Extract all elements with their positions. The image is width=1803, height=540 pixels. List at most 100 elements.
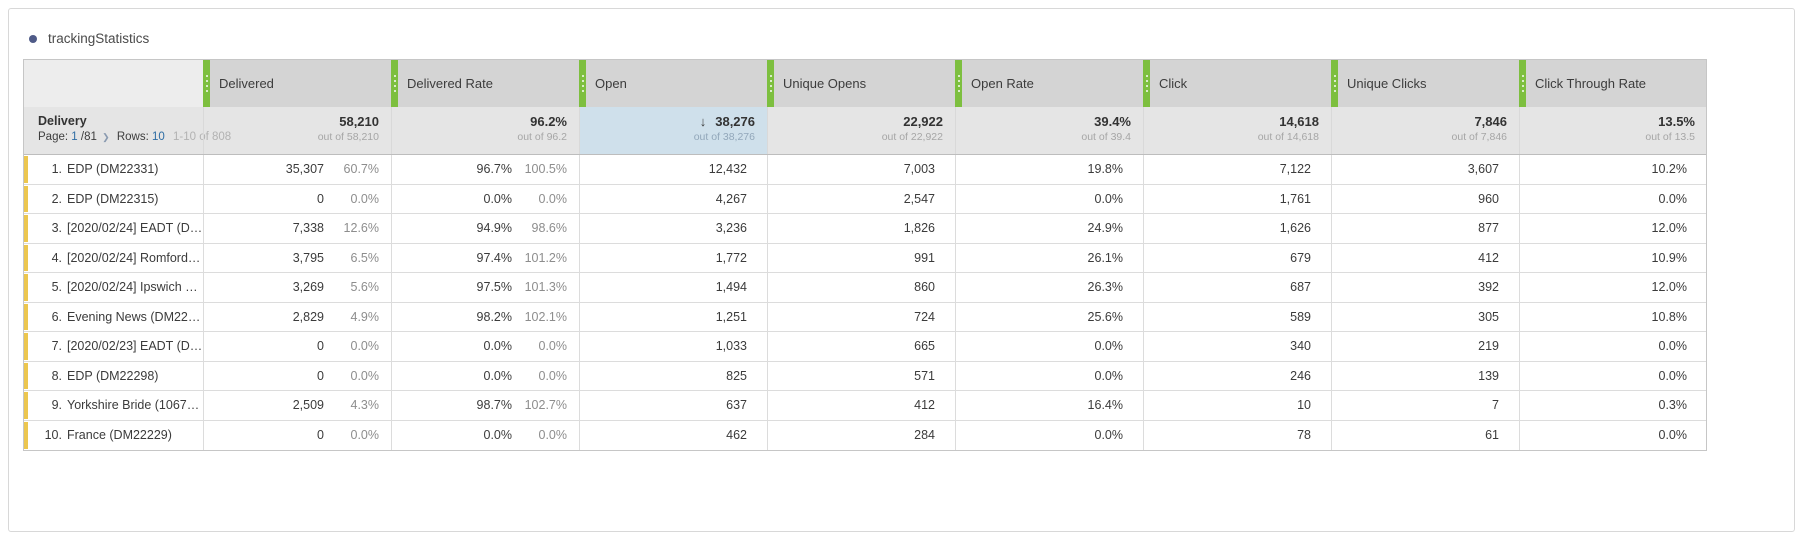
- table-header-row: Delivered Delivered Rate Open Unique Opens O…: [24, 60, 1706, 107]
- next-page-icon[interactable]: ❯: [102, 132, 110, 142]
- cell-delivered_rate: 98.7% 102.7%: [391, 391, 579, 420]
- column-header-unique_opens[interactable]: Unique Opens: [767, 60, 955, 107]
- table-row[interactable]: 5. [2020/02/24] Ipswich Star… 3,269 5.6% 97.…: [24, 273, 1706, 303]
- row-label-cell[interactable]: 6. Evening News (DM22330): [24, 303, 203, 332]
- table-row[interactable]: 8. EDP (DM22298) 0 0.0% 0.0% 0.0% 825 571 0.0% 24…: [24, 361, 1707, 391]
- row-label-cell[interactable]: 10. France (DM22229): [24, 421, 203, 451]
- cell-value: 7: [1492, 398, 1499, 413]
- cell-unique_clicks: 61: [1331, 420, 1519, 450]
- column-header-ctr[interactable]: Click Through Rate: [1519, 60, 1707, 107]
- row-label-cell[interactable]: 1. EDP (DM22331): [24, 155, 203, 184]
- cell-value: 97.5%: [476, 280, 512, 295]
- column-drag-handle-icon[interactable]: [767, 60, 774, 107]
- cell-secondary-percent: 100.5%: [524, 162, 567, 177]
- cell-value: 0.0%: [1658, 428, 1688, 443]
- cell-open: 1,772: [579, 243, 767, 272]
- table-row[interactable]: 7. [2020/02/23] EADT (DM2… 0 0.0% 0.0% 0.0% 1,…: [24, 332, 1706, 362]
- summary-cell-click[interactable]: 14,618 out of 14,618: [1143, 107, 1331, 154]
- table-row[interactable]: 4. [2020/02/24] Romford Re… 3,795 6.5% 97.4%…: [24, 243, 1706, 273]
- column-header-label: Unique Opens: [783, 76, 867, 91]
- summary-cell-ctr[interactable]: 13.5% out of 13.5: [1519, 107, 1707, 154]
- cell-open_rate: 25.6%: [955, 302, 1143, 331]
- column-header-label: Delivered: [219, 76, 274, 91]
- cell-unique_opens: 1,826: [767, 214, 955, 243]
- summary-out-of: out of 22,922: [881, 131, 943, 143]
- cell-unique_opens: 7,003: [767, 155, 955, 184]
- cell-value: 1,761: [1279, 191, 1311, 206]
- column-header-open[interactable]: Open: [579, 60, 767, 107]
- cell-delivered: 2,509 4.3%: [203, 391, 391, 420]
- summary-value: 7,846: [1474, 114, 1507, 129]
- row-name: Yorkshire Bride (10676491): [67, 398, 203, 413]
- cell-value: 0.0%: [483, 368, 513, 383]
- cell-secondary-percent: 0.0%: [538, 368, 568, 383]
- row-name: Evening News (DM22330): [67, 309, 203, 324]
- row-label-cell[interactable]: 7. [2020/02/23] EADT (DM2…: [24, 332, 203, 361]
- cell-ctr: 0.0%: [1519, 332, 1707, 361]
- summary-cell-unique_opens[interactable]: 22,922 out of 22,922: [767, 107, 955, 154]
- row-label-cell[interactable]: 3. [2020/02/24] EADT (DM2…: [24, 214, 203, 243]
- cell-unique_opens: 724: [767, 302, 955, 331]
- summary-cell-unique_clicks[interactable]: 7,846 out of 7,846: [1331, 107, 1519, 154]
- cell-secondary-percent: 101.2%: [524, 250, 567, 265]
- cell-ctr: 0.0%: [1519, 361, 1707, 390]
- column-drag-handle-icon[interactable]: [1331, 60, 1338, 107]
- column-drag-handle-icon[interactable]: [1143, 60, 1150, 107]
- summary-value-line: 96.2%: [392, 114, 567, 130]
- cell-value: 0.0%: [1658, 368, 1688, 383]
- cell-secondary-percent: 101.3%: [524, 280, 567, 295]
- corner-header-cell: [24, 60, 203, 107]
- row-rank: 3.: [51, 221, 62, 236]
- table-row[interactable]: 1. EDP (DM22331) 35,307 60.7% 96.7% 100.5% 12,…: [24, 155, 1706, 185]
- row-label-cell[interactable]: 8. EDP (DM22298): [24, 362, 203, 391]
- sort-descending-icon[interactable]: ↓: [699, 114, 707, 129]
- rows-count-link[interactable]: 10: [151, 131, 165, 143]
- summary-value-line: 13.5%: [1520, 114, 1695, 130]
- column-drag-handle-icon[interactable]: [391, 60, 398, 107]
- report-title-row: trackingStatistics: [9, 9, 1794, 46]
- cell-value: 25.6%: [1087, 309, 1123, 324]
- row-rank: 7.: [51, 339, 62, 354]
- summary-value: 13.5%: [1658, 114, 1695, 129]
- column-header-unique_clicks[interactable]: Unique Clicks: [1331, 60, 1519, 107]
- column-drag-handle-icon[interactable]: [203, 60, 210, 107]
- cell-unique_clicks: 7: [1331, 391, 1519, 420]
- summary-row: Delivery Page: 1 /81 ❯ Rows: 10 1-10 of …: [24, 107, 1706, 155]
- cell-value: 825: [726, 368, 747, 383]
- cell-value: 665: [914, 339, 935, 354]
- column-drag-handle-icon[interactable]: [1519, 60, 1526, 107]
- row-label-cell[interactable]: 4. [2020/02/24] Romford Re…: [24, 244, 203, 273]
- row-label-cell[interactable]: 2. EDP (DM22315): [24, 185, 203, 214]
- column-header-delivered[interactable]: Delivered: [203, 60, 391, 107]
- row-rank: 8.: [51, 368, 62, 383]
- summary-cell-open_rate[interactable]: 39.4% out of 39.4: [955, 107, 1143, 154]
- row-name: [2020/02/24] Ipswich Star…: [67, 280, 203, 295]
- table-row[interactable]: 3. [2020/02/24] EADT (DM2… 7,338 12.6% 94.9%…: [24, 214, 1706, 244]
- column-drag-handle-icon[interactable]: [955, 60, 962, 107]
- row-name: France (DM22229): [67, 428, 172, 443]
- summary-cell-open[interactable]: ↓ 38,276 out of 38,276: [579, 107, 767, 154]
- cell-value: 4,267: [715, 191, 747, 206]
- row-rank: 2.: [51, 191, 62, 206]
- column-header-delivered_rate[interactable]: Delivered Rate: [391, 60, 579, 107]
- cell-ctr: 10.2%: [1519, 155, 1707, 184]
- column-header-open_rate[interactable]: Open Rate: [955, 60, 1143, 107]
- cell-value: 0.0%: [483, 191, 513, 206]
- cell-unique_opens: 571: [767, 361, 955, 390]
- table-row[interactable]: 9. Yorkshire Bride (10676491) 2,509 4.3% 98.…: [24, 391, 1706, 421]
- cell-open: 1,251: [579, 302, 767, 331]
- page-current-link[interactable]: 1: [71, 131, 78, 143]
- cell-secondary-percent: 4.9%: [350, 309, 380, 324]
- cell-value: 462: [726, 428, 747, 443]
- summary-out-of: out of 39.4: [1081, 131, 1131, 143]
- row-label-cell[interactable]: 5. [2020/02/24] Ipswich Star…: [24, 273, 203, 302]
- column-drag-handle-icon[interactable]: [579, 60, 586, 107]
- cell-value: 2,509: [292, 398, 324, 413]
- summary-cell-delivered[interactable]: 58,210 out of 58,210: [203, 107, 391, 154]
- table-row[interactable]: 10. France (DM22229) 0 0.0% 0.0% 0.0% 462 284 0.…: [24, 420, 1706, 451]
- column-header-click[interactable]: Click: [1143, 60, 1331, 107]
- table-row[interactable]: 2. EDP (DM22315) 0 0.0% 0.0% 0.0% 4,267 2,547 0.…: [24, 184, 1706, 214]
- summary-cell-delivered_rate[interactable]: 96.2% out of 96.2: [391, 107, 579, 154]
- table-row[interactable]: 6. Evening News (DM22330) 2,829 4.9% 98.2% 10…: [24, 302, 1706, 332]
- row-label-cell[interactable]: 9. Yorkshire Bride (10676491): [24, 391, 203, 420]
